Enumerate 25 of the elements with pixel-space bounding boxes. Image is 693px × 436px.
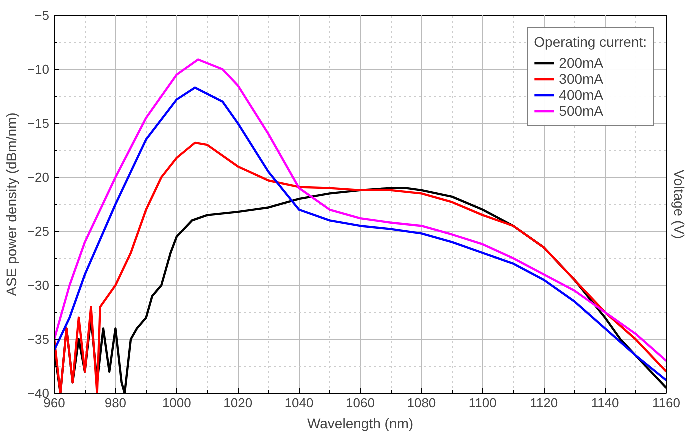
legend-label: 500mA <box>559 103 604 119</box>
y-tick-label: −25 <box>27 224 50 239</box>
x-tick-label: 1140 <box>591 396 620 410</box>
legend-label: 400mA <box>559 87 604 103</box>
y-tick-label: −30 <box>27 278 50 293</box>
x-tick-label: 1040 <box>284 396 314 410</box>
legend-label: 300mA <box>559 71 604 87</box>
x-tick-label: 1080 <box>407 396 436 410</box>
legend-title: Operating current: <box>534 34 647 50</box>
y-tick-label: −15 <box>27 116 50 131</box>
x-tick-label: 980 <box>104 396 127 410</box>
y2-axis-title: Voltage (V) <box>672 170 688 240</box>
x-tick-label: 1000 <box>162 396 192 410</box>
x-tick-label: 1160 <box>652 396 680 410</box>
y-axis-title: ASE power density (dBm/nm) <box>3 112 20 296</box>
y-tick-label: −10 <box>27 62 50 77</box>
y-tick-label: −20 <box>27 170 50 185</box>
x-axis-title: Wavelength (nm) <box>307 416 414 432</box>
y-tick-label: −5 <box>34 8 50 23</box>
y-tick-label: −35 <box>27 332 50 347</box>
legend-label: 200mA <box>559 55 604 71</box>
x-tick-label: 1060 <box>346 396 375 410</box>
x-tick-label: 1100 <box>468 396 497 410</box>
x-tick-label: 1120 <box>530 396 558 410</box>
x-tick-label: 1020 <box>224 396 253 410</box>
